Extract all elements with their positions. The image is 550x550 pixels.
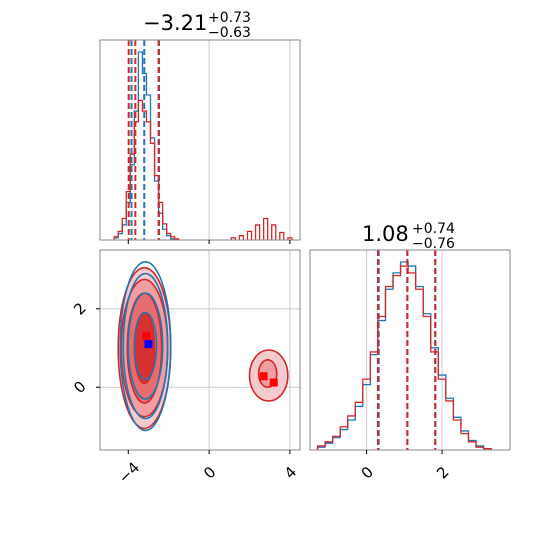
histogram-series-1-step	[316, 265, 492, 450]
blue-contour-level-2	[122, 272, 169, 420]
panel-frame	[309, 249, 511, 451]
blue-contour-level-3	[119, 260, 172, 432]
red-secondary-marker-1	[269, 378, 278, 387]
red-secondary-marker-0	[259, 372, 268, 381]
histogram-series-1-step	[113, 99, 293, 240]
x-tick-label-1: 2	[433, 463, 452, 482]
blue-mode-marker	[144, 340, 153, 349]
x-tick-label-2: 4	[281, 463, 300, 482]
panel-frame	[99, 39, 301, 241]
title-x-lower: −0.63	[208, 25, 251, 41]
histogram-series-0-step	[113, 51, 176, 240]
red-mode-marker	[142, 332, 151, 341]
marginal-histogram-x-panel	[99, 39, 301, 244]
panel-frame	[99, 249, 301, 451]
histogram-series-0-step	[316, 261, 492, 450]
title-y-upper: +0.74	[412, 221, 455, 237]
x-tick-label-1: 0	[200, 463, 219, 482]
title-x-value: −3.21	[143, 11, 207, 35]
y-tick-label-0: 0	[70, 378, 89, 397]
y-tick-label-1: 2	[70, 299, 89, 318]
title-y: 1.08 +0.74 −0.76	[362, 221, 455, 252]
blue-contour-level-0	[133, 311, 158, 381]
title-x: −3.21 +0.73 −0.63	[143, 10, 251, 41]
x-tick-label-0: −4	[115, 459, 143, 487]
title-x-upper: +0.73	[208, 10, 251, 26]
title-y-lower: −0.76	[412, 236, 455, 252]
x-tick-label-0: 0	[358, 463, 377, 482]
joint-contour-panel: −4 0 4 0 2	[70, 249, 301, 487]
title-y-value: 1.08	[362, 222, 409, 246]
blue-contour-level-1	[127, 292, 164, 400]
